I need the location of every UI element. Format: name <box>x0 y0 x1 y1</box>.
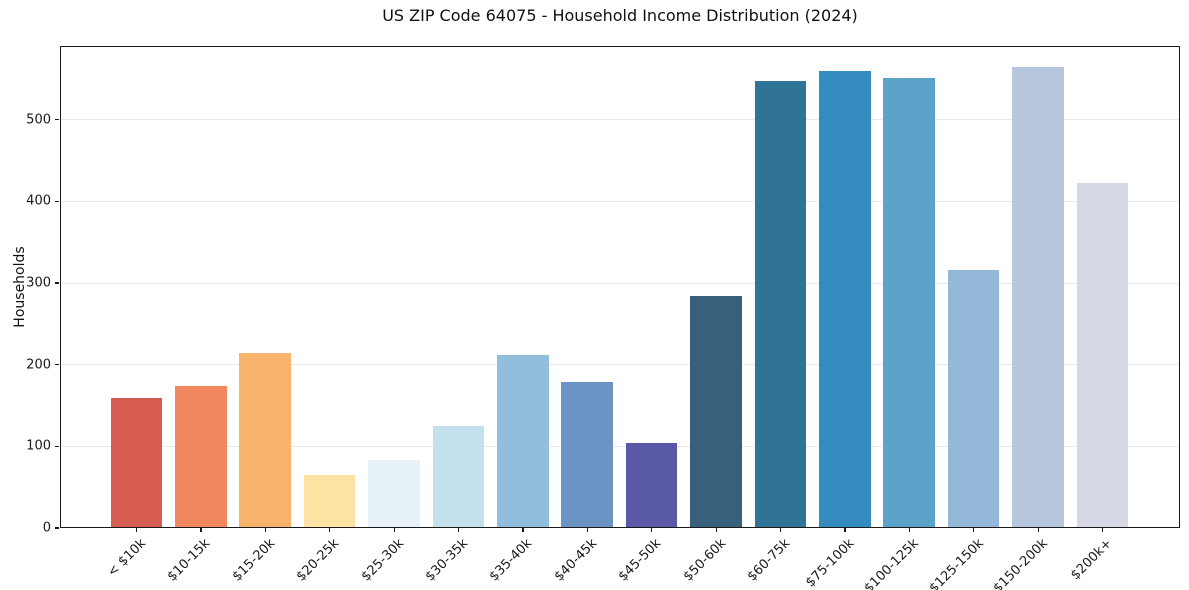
y-tick-mark <box>55 282 59 284</box>
y-tick-mark <box>55 118 59 121</box>
x-tick-mark <box>973 528 975 532</box>
x-tick-label: $35-40k <box>487 536 536 585</box>
bar-$30-35k <box>432 426 485 527</box>
gridline-y-400 <box>61 201 1179 203</box>
x-tick-label: $150-200k <box>990 536 1051 590</box>
gridline-y-500 <box>61 119 1179 121</box>
bar-$60-75k <box>754 81 807 527</box>
bar-$45-50k <box>625 443 678 527</box>
y-tick-mark <box>55 200 59 202</box>
bar-$75-100k <box>819 70 871 527</box>
x-tick-mark <box>844 528 846 532</box>
x-tick-mark <box>136 528 138 532</box>
bar-$100-125k <box>883 78 935 527</box>
x-tick-mark <box>715 528 717 532</box>
x-tick-mark <box>1037 528 1039 532</box>
gridline-y-300 <box>61 282 1179 284</box>
bar-$35-40k <box>497 355 549 527</box>
bar-$150-200k <box>1012 67 1064 527</box>
x-tick-label: $30-35k <box>422 536 472 585</box>
bar-$200k+ <box>1076 182 1129 527</box>
bar-$40-45k <box>561 381 613 527</box>
x-tick-label: < $10k <box>105 536 150 581</box>
x-tick-mark <box>1102 528 1104 532</box>
x-tick-label: $45-50k <box>615 536 665 585</box>
bar-< $10k <box>110 398 163 527</box>
gridline-y-200 <box>61 364 1179 366</box>
x-tick-mark <box>780 528 782 532</box>
x-tick-mark <box>264 528 266 532</box>
y-tick-mark <box>55 445 59 447</box>
bar-$125-150k <box>947 270 1000 527</box>
x-tick-mark <box>651 528 653 532</box>
bar-$15-20k <box>239 352 291 527</box>
x-tick-label: $20-25k <box>293 536 343 585</box>
x-tick-label: $50-60k <box>680 536 729 585</box>
x-tick-label: $200k+ <box>1068 536 1116 584</box>
x-tick-label: $10-15k <box>165 536 214 585</box>
y-tick-label: 400 <box>26 193 51 209</box>
x-tick-mark <box>522 528 524 532</box>
x-tick-mark <box>393 528 395 532</box>
x-tick-label: $75-100k <box>803 536 858 590</box>
x-tick-mark <box>200 528 202 532</box>
x-tick-mark <box>329 528 331 532</box>
x-tick-mark <box>586 528 588 532</box>
x-tick-mark <box>458 528 460 532</box>
x-tick-label: $100-125k <box>861 536 923 590</box>
y-tick-label: 500 <box>26 112 51 128</box>
x-tick-label: $15-20k <box>229 536 279 585</box>
bar-$50-60k <box>690 296 742 527</box>
x-tick-mark <box>908 528 910 532</box>
y-tick-mark <box>55 364 59 366</box>
x-tick-label: $125-150k <box>926 536 987 590</box>
x-tick-label: $25-30k <box>358 536 407 585</box>
bar-$20-25k <box>303 475 356 527</box>
bar-$25-30k <box>368 459 420 527</box>
y-tick-mark <box>55 527 59 529</box>
plot-area <box>60 46 1180 528</box>
gridline-y-100 <box>61 446 1179 448</box>
chart-title: US ZIP Code 64075 - Household Income Dis… <box>382 6 858 25</box>
y-tick-label: 0 <box>42 520 51 536</box>
y-tick-label: 200 <box>26 357 51 373</box>
x-tick-label: $60-75k <box>744 536 794 585</box>
x-tick-label: $40-45k <box>551 536 601 585</box>
bar-$10-15k <box>175 386 227 527</box>
y-tick-label: 100 <box>26 438 51 454</box>
y-tick-label: 300 <box>26 275 51 291</box>
